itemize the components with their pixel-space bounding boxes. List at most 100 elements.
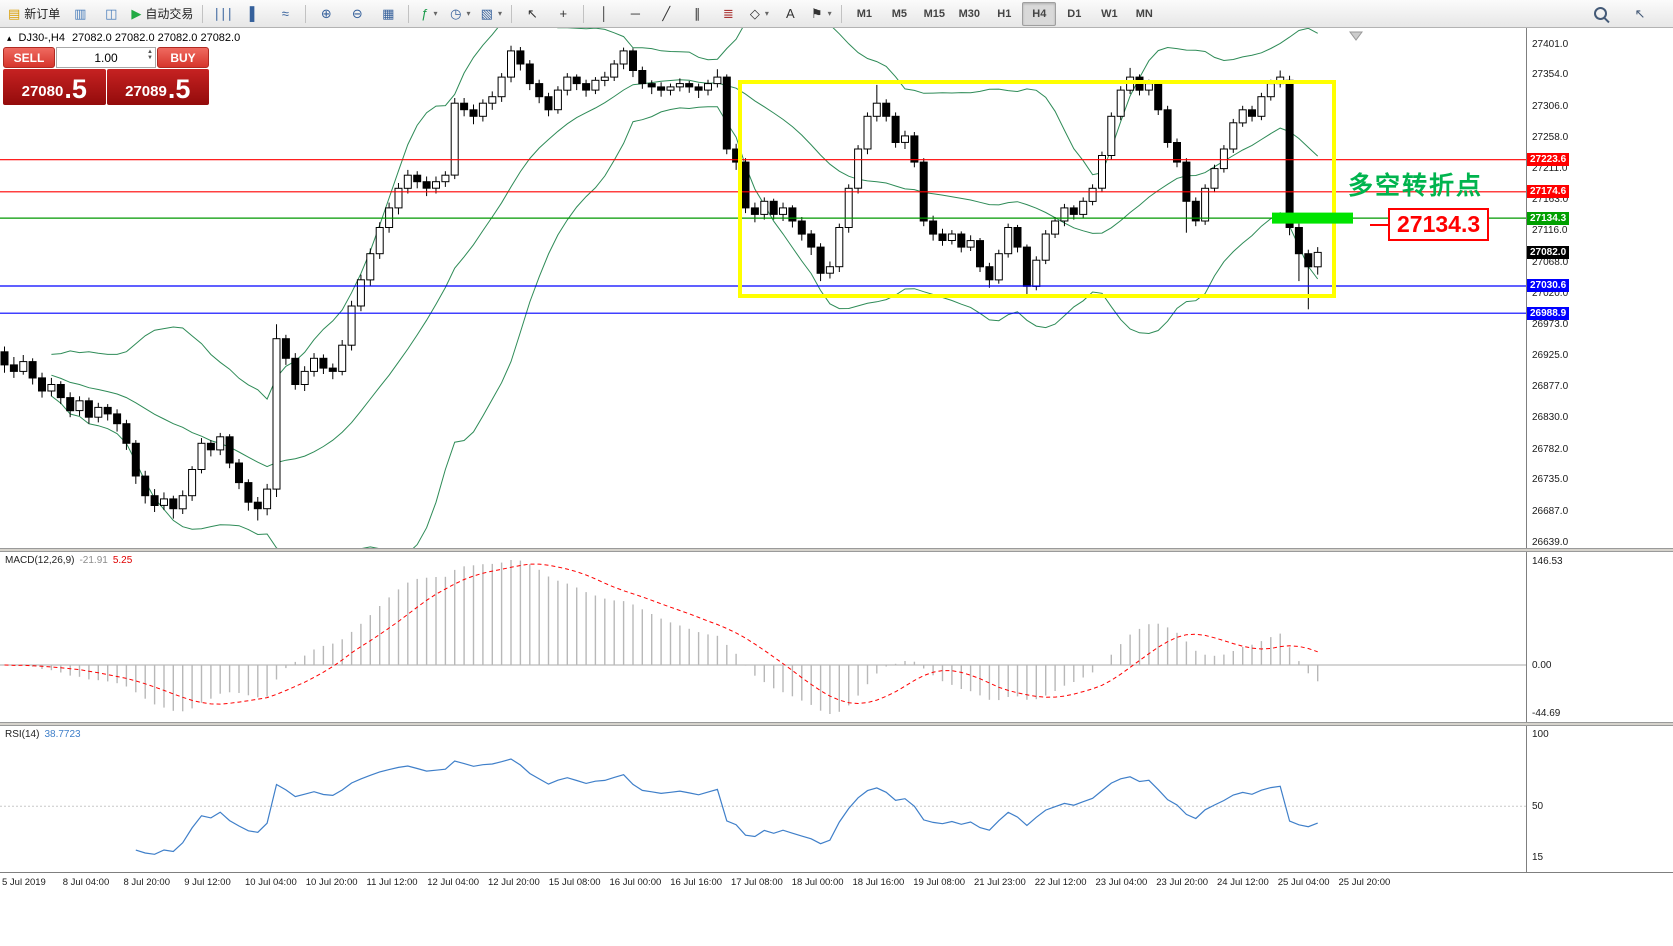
indicators-icon: ƒ xyxy=(421,6,429,21)
macd-signal-value: 5.25 xyxy=(112,555,133,566)
tile-windows-icon: ▦ xyxy=(382,6,395,21)
indicators-button[interactable]: ƒ ▾ xyxy=(414,2,444,26)
toolbar-separator xyxy=(583,4,585,23)
panel-splitter[interactable] xyxy=(0,722,1673,726)
time-axis-label: 11 Jul 12:00 xyxy=(366,877,418,888)
symbol-period-label: DJ30-,H4 xyxy=(18,32,65,44)
macd-label: MACD(12,26,9) -21.91 5.25 xyxy=(5,555,132,566)
buy-price-frac: .5 xyxy=(167,74,191,104)
ohlc-values: 27082.0 27082.0 27082.0 27082.0 xyxy=(72,32,241,44)
tile-windows-button[interactable]: ▦ xyxy=(373,2,403,26)
dropdown-arrow-icon: ▾ xyxy=(433,9,438,18)
timeframe-h1-button[interactable]: H1 xyxy=(997,7,1012,20)
periods-button[interactable]: ◷ ▾ xyxy=(445,2,475,26)
new-order-button[interactable]: ▤ 新订单 xyxy=(4,2,64,26)
time-axis-label: 22 Jul 12:00 xyxy=(1034,877,1087,888)
volume-spinner[interactable]: ▲ ▼ xyxy=(147,49,153,61)
horizontal-line-button[interactable]: ─ xyxy=(620,2,650,26)
time-axis-label: 12 Jul 04:00 xyxy=(427,877,480,888)
crosshair-button[interactable]: + xyxy=(548,2,578,26)
vertical-line-button[interactable]: │ xyxy=(589,2,619,26)
sell-price-frac: .5 xyxy=(64,74,87,104)
candlestick-series xyxy=(0,45,1322,521)
timeframe-w1-button[interactable]: W1 xyxy=(1101,7,1118,20)
zoom-out-button[interactable]: ⊖ xyxy=(342,2,372,26)
timeframe-m5-button[interactable]: M5 xyxy=(891,7,907,20)
price-tick-label: 26687.0 xyxy=(1532,505,1569,517)
dropdown-arrow-icon: ▾ xyxy=(827,9,832,18)
volume-input[interactable]: 1.00 ▲ ▼ xyxy=(56,47,156,68)
one-click-expander-icon[interactable]: ▴ xyxy=(7,32,12,43)
chart-shift-marker[interactable] xyxy=(1349,31,1363,41)
timeframe-mn-button[interactable]: MN xyxy=(1135,7,1153,20)
line-chart-button[interactable]: ≈ xyxy=(270,2,300,26)
annotation-turning-point-text[interactable]: 多空转折点 xyxy=(1348,172,1484,200)
shapes-icon: ◇ xyxy=(749,6,760,21)
line-chart-icon: ≈ xyxy=(281,6,289,21)
price-tick-label: 27068.0 xyxy=(1532,256,1569,268)
current-price-badge: 27082.0 xyxy=(1527,245,1570,259)
cursor-button[interactable]: ↖ xyxy=(517,2,547,26)
macd-panel xyxy=(0,552,1526,722)
zoom-in-icon: ⊕ xyxy=(320,6,332,21)
autotrading-button-label: 自动交易 xyxy=(145,7,194,21)
annotation-price-callout[interactable]: 27134.3 xyxy=(1388,208,1490,241)
time-axis-label: 16 Jul 00:00 xyxy=(609,877,662,888)
pointer-tool-button[interactable]: ↖ xyxy=(1625,2,1655,26)
shapes-button[interactable]: ◇ ▾ xyxy=(744,2,774,26)
search-button[interactable] xyxy=(1585,2,1615,26)
time-axis[interactable]: 5 Jul 2019 8 Jul 04:00 8 Jul 20:00 9 Jul 12… xyxy=(0,872,1673,895)
templates-icon: ▧ xyxy=(480,6,493,21)
price-tick-label: 27020.0 xyxy=(1532,287,1569,299)
toolbar-right-group: ↖ xyxy=(1585,2,1669,26)
spin-up-icon[interactable]: ▲ xyxy=(147,49,153,55)
text-button[interactable]: A xyxy=(775,2,805,26)
panel-splitter[interactable] xyxy=(0,548,1673,552)
time-axis-label: 16 Jul 16:00 xyxy=(670,877,723,888)
one-click-trading-widget: SELL 1.00 ▲ ▼ BUY 27080 .5 27089 .5 xyxy=(3,47,209,105)
zoom-in-button[interactable]: ⊕ xyxy=(311,2,341,26)
buy-price-main: 27089 xyxy=(125,83,167,100)
autotrading-button[interactable]: ▶ 自动交易 xyxy=(127,2,197,26)
spin-down-icon[interactable]: ▼ xyxy=(147,55,153,61)
fibonacci-button[interactable]: ≣ xyxy=(713,2,743,26)
timeframe-m1-button[interactable]: M1 xyxy=(856,7,872,20)
macd-canvas[interactable] xyxy=(0,552,1526,722)
annotation-highlight-bar[interactable] xyxy=(1272,212,1353,224)
rsi-canvas[interactable] xyxy=(0,726,1526,872)
buy-price-display[interactable]: 27089 .5 xyxy=(106,69,209,105)
cursor-icon: ↖ xyxy=(526,6,538,21)
time-axis-label: 25 Jul 04:00 xyxy=(1277,877,1330,888)
channel-button[interactable]: ∥ xyxy=(682,2,712,26)
main-chart-canvas[interactable] xyxy=(0,28,1526,548)
bar-chart-button[interactable]: ∣∣∣ xyxy=(208,2,238,26)
bollinger-bands xyxy=(51,28,1319,548)
sell-price-display[interactable]: 27080 .5 xyxy=(3,69,106,105)
rsi-scale-label: 100 xyxy=(1532,729,1549,740)
arrow-label-button[interactable]: ⚑ ▾ xyxy=(806,2,836,26)
price-tick-label: 27401.0 xyxy=(1532,38,1569,50)
sell-button[interactable]: SELL xyxy=(3,47,55,68)
timeframe-d1-button[interactable]: D1 xyxy=(1067,7,1082,20)
price-tick-label: 26639.0 xyxy=(1532,537,1569,549)
price-level-badge: 27174.6 xyxy=(1527,185,1570,199)
time-axis-label: 12 Jul 20:00 xyxy=(488,877,540,888)
price-tick-label: 26735.0 xyxy=(1532,474,1569,486)
candlestick-chart-button[interactable]: ▌ xyxy=(239,2,269,26)
rsi-scale-label: 15 xyxy=(1532,851,1544,863)
profiles-button[interactable]: ◫ xyxy=(96,2,126,26)
top-toolbar: ▤ 新订单 ▥ ◫ ▶ 自动交易 ∣∣∣ ▌ ≈ ⊕ ⊖ ▦ ƒ ▾ ◷ ▾ ▧ ▾ ↖ + │ ─ ╱ ∥ ≣ ◇ ▾ A ⚑ ▾ M1 M… xyxy=(0,0,1673,28)
new-chart-button[interactable]: ▥ xyxy=(65,2,95,26)
profiles-icon: ◫ xyxy=(105,6,118,21)
timeframe-m30-button[interactable]: M30 xyxy=(958,7,981,20)
trendline-button[interactable]: ╱ xyxy=(651,2,681,26)
timeframe-m15-button[interactable]: M15 xyxy=(923,7,946,20)
templates-button[interactable]: ▧ ▾ xyxy=(476,2,506,26)
buy-button[interactable]: BUY xyxy=(157,47,209,68)
pointer-icon: ↖ xyxy=(1634,6,1646,21)
toolbar-separator xyxy=(305,4,307,23)
timeframe-h4-button[interactable]: H4 xyxy=(1022,1,1057,26)
annotation-yellow-box[interactable] xyxy=(738,80,1336,298)
macd-scale-bottom: -44.69 xyxy=(1532,708,1561,719)
price-level-badge: 27223.6 xyxy=(1527,153,1570,167)
